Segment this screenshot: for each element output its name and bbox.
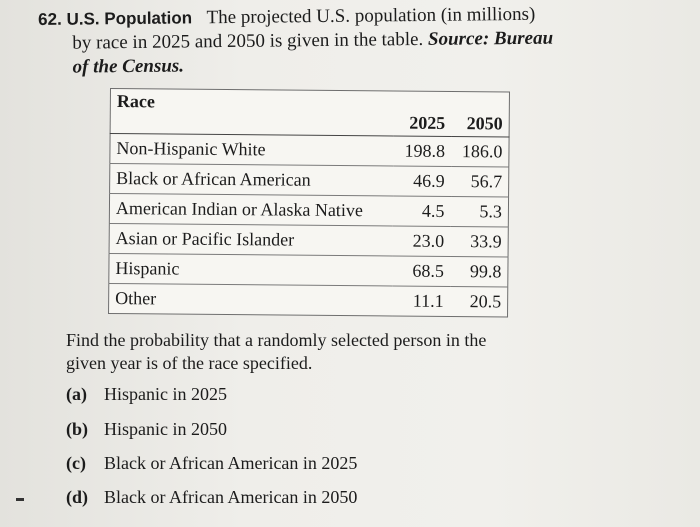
race-cell: Non-Hispanic White — [109, 133, 394, 166]
source-label: Source: Bureau — [427, 27, 554, 50]
problem-text-line2: by race in 2025 and 2050 is given in the… — [72, 28, 424, 54]
table-row: Black or African American 46.9 56.7 — [109, 163, 509, 197]
question-intro: Find the probability that a randomly sel… — [66, 329, 566, 375]
table-row: Other 11.1 20.5 — [109, 283, 508, 316]
race-cell: Black or African American — [109, 163, 394, 196]
table-row: Asian or Pacific Islander 23.0 33.9 — [109, 223, 509, 257]
value-2025-cell: 198.8 — [393, 135, 452, 167]
part-letter: (c) — [66, 453, 86, 473]
value-2050-cell: 20.5 — [469, 291, 502, 312]
table-row: American Indian or Alaska Native 4.5 5.3 — [109, 193, 509, 227]
value-2050-cell: 33.9 — [450, 226, 509, 257]
value-2050-cell: 5.3 — [450, 196, 509, 227]
part-letter: (d) — [66, 487, 88, 507]
problem-text-line1: The projected U.S. population (in millio… — [206, 3, 536, 29]
question-part-b: (b) Hispanic in 2050 — [66, 419, 227, 440]
problem-number: 62. — [38, 9, 62, 29]
part-text: Hispanic in 2025 — [104, 384, 227, 404]
race-cell: Asian or Pacific Islander — [109, 223, 393, 256]
question-intro-line2: given year is of the race specified. — [66, 353, 313, 373]
value-2025-cell: 23.0 — [392, 225, 451, 257]
race-cell: American Indian or Alaska Native — [109, 193, 394, 226]
problem-topic: U.S. Population — [66, 8, 193, 29]
header-2050: 2050 — [451, 91, 510, 137]
part-text: Black or African American in 2050 — [104, 487, 358, 507]
value-2025-cell: 4.5 — [392, 195, 451, 227]
table-row: Hispanic 68.5 99.8 — [108, 253, 509, 287]
value-2050-cell: 99.8 — [449, 256, 509, 287]
part-letter: (a) — [66, 384, 87, 404]
table-header-row: Race 2025 2050 — [110, 88, 510, 137]
question-intro-line1: Find the probability that a randomly sel… — [66, 330, 487, 350]
race-cell: Other — [115, 288, 157, 309]
header-2025: 2025 — [393, 90, 452, 137]
question-part-c: (c) Black or African American in 2025 — [66, 453, 357, 474]
value-2050-cell: 56.7 — [450, 166, 509, 197]
question-part-d: (d) Black or African American in 2050 — [66, 487, 357, 508]
part-text: Black or African American in 2025 — [104, 453, 358, 473]
problem-statement: 62. U.S. Population The projected U.S. p… — [38, 1, 679, 80]
part-letter: (b) — [66, 419, 88, 439]
population-table: Race 2025 2050 Non-Hispanic White 198.8 … — [108, 88, 510, 318]
race-cell: Hispanic — [108, 253, 393, 286]
header-race: Race — [110, 88, 395, 136]
value-2050-cell: 186.0 — [450, 136, 510, 167]
value-2025-cell: 46.9 — [393, 165, 451, 197]
margin-mark — [16, 498, 24, 501]
table-row: Non-Hispanic White 198.8 186.0 — [109, 133, 510, 167]
question-part-a: (a) Hispanic in 2025 — [66, 384, 227, 405]
value-2025-cell: 11.1 — [412, 290, 444, 311]
part-text: Hispanic in 2050 — [104, 419, 227, 439]
value-2025-cell: 68.5 — [392, 255, 451, 287]
